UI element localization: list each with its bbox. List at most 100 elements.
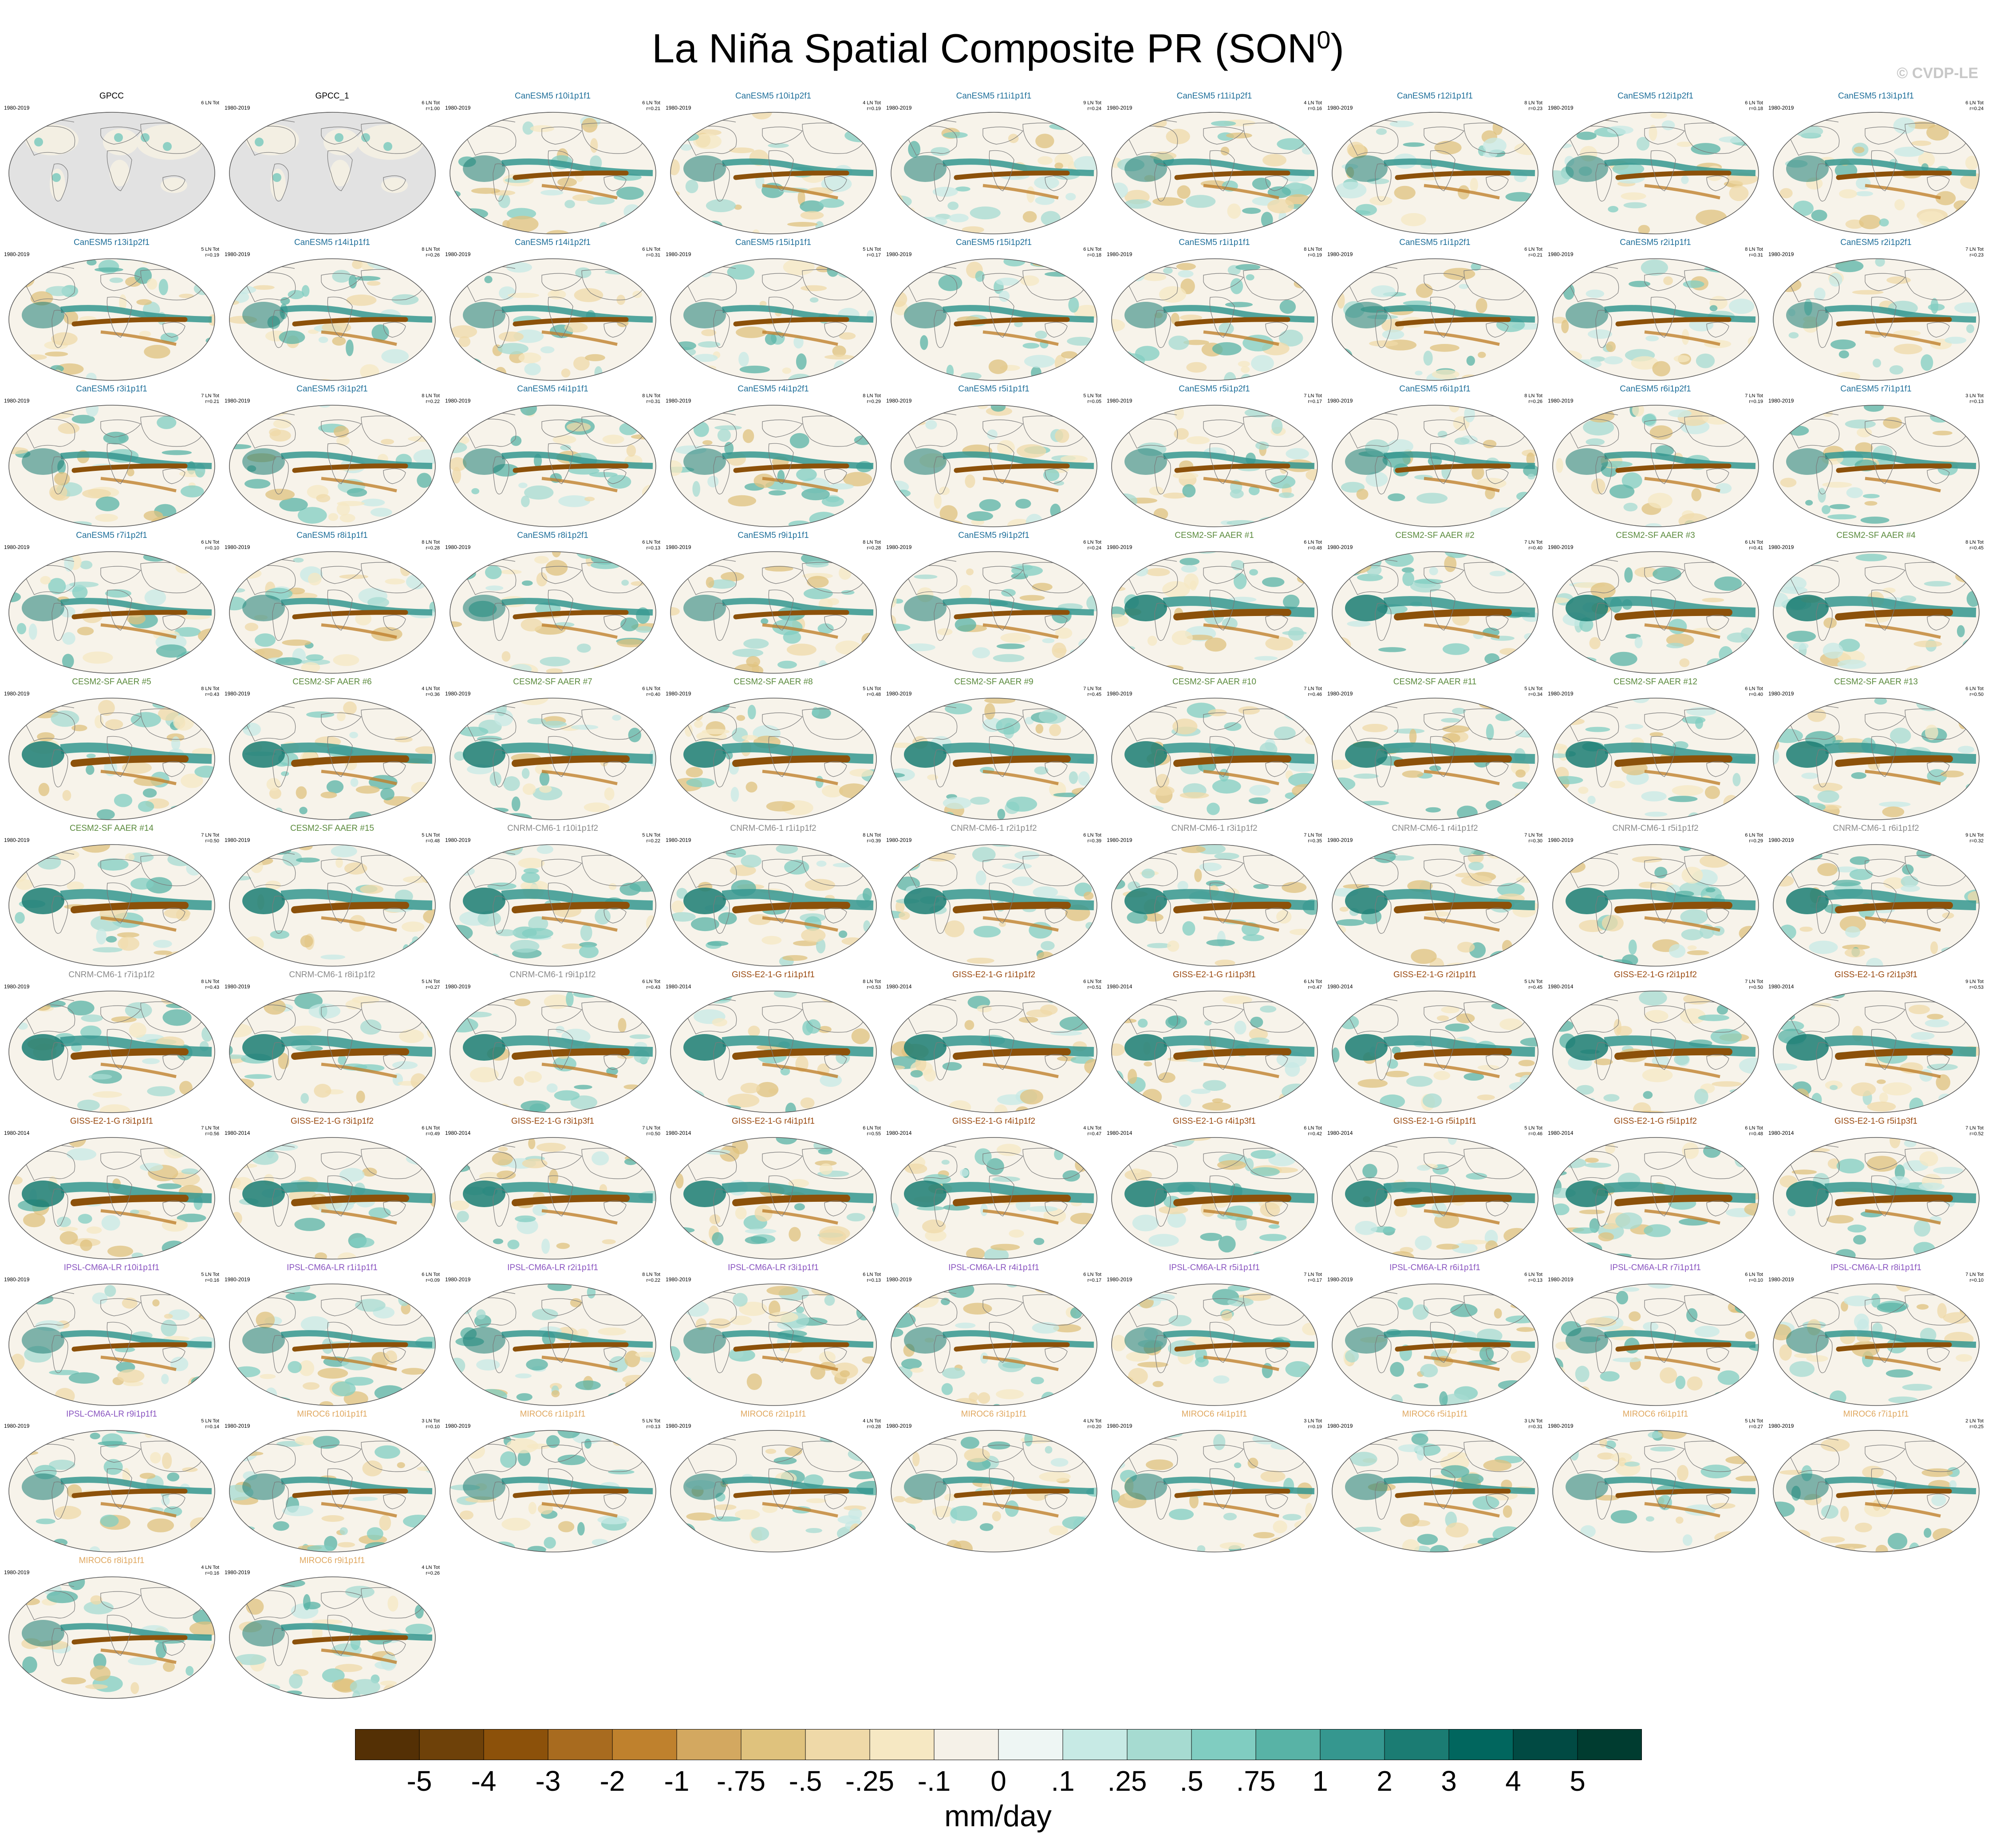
anomaly-blob: [411, 782, 431, 795]
anomaly-blob: [861, 502, 873, 513]
anomaly-blob: [1609, 652, 1637, 666]
anomaly-blob: [1294, 1102, 1302, 1109]
coastline: [1486, 1347, 1509, 1363]
anomaly-blob: [16, 1450, 39, 1455]
anomaly-blob: [1553, 513, 1566, 524]
anomaly-blob: [1729, 185, 1749, 201]
anomaly-blob: [192, 940, 207, 956]
anomaly-blob: [629, 1034, 651, 1039]
anomaly-blob: [1412, 1304, 1429, 1320]
anomaly-blob: [671, 552, 703, 565]
anomaly-blob: [934, 493, 942, 509]
coastline: [1871, 736, 1897, 777]
equatorial-dry-tongue: [1614, 608, 1732, 620]
anomaly-blob: [1836, 1158, 1865, 1173]
anomaly-blob: [1050, 503, 1061, 518]
anomaly-blob: [1621, 472, 1642, 489]
anomaly-blob: [139, 1473, 156, 1479]
anomaly-blob: [556, 1243, 570, 1249]
anomaly-blob: [1134, 566, 1148, 577]
anomaly-blob: [1270, 261, 1288, 267]
anomaly-blob: [9, 447, 28, 454]
anomaly-blob: [592, 1151, 609, 1165]
anomaly-blob: [63, 311, 79, 325]
anomaly-blob: [1580, 1525, 1596, 1538]
panel-years: 1980-2019: [886, 1423, 912, 1429]
anomaly-blob: [1682, 1534, 1692, 1546]
anomaly-blob: [1143, 273, 1167, 281]
anomaly-blob: [1196, 845, 1226, 855]
anomaly-blob: [1896, 1284, 1913, 1292]
coastline: [934, 1042, 951, 1080]
anomaly-blob: [1486, 723, 1494, 741]
anomaly-blob: [153, 940, 172, 948]
anomaly-blob: [1347, 142, 1365, 158]
equatorial-dry-tongue: [733, 1489, 849, 1498]
coastline: [548, 882, 573, 924]
anomaly-blob: [585, 354, 605, 361]
anomaly-blob: [229, 1539, 239, 1552]
robinson-map: [1332, 698, 1538, 820]
map-panel: CESM2-SF AAER #5 1980-2019 8 LN Tot r=0.43: [1, 677, 222, 824]
anomaly-blob: [1159, 1205, 1188, 1214]
panel-years: 1980-2019: [445, 398, 471, 404]
anomaly-blob: [237, 568, 262, 579]
anomaly-blob: [539, 785, 552, 793]
anomaly-blob: [1527, 496, 1538, 502]
anomaly-blob: [114, 794, 133, 807]
panel-pattern-correlation: r=0.28: [867, 1424, 881, 1429]
anomaly-blob: [1842, 944, 1870, 950]
coastline: [327, 1029, 353, 1070]
coastline: [327, 1468, 353, 1509]
anomaly-blob: [1648, 493, 1673, 509]
anomaly-blob: [1277, 116, 1300, 130]
panel-event-count: 7 LN Tot: [1524, 540, 1542, 545]
anomaly-blob: [1624, 567, 1633, 583]
panel-title: GISS-E2-1-G r5i1p1f1: [1393, 1117, 1476, 1126]
panel-pattern-correlation: r=0.50: [1749, 985, 1763, 990]
anomaly-blob: [229, 1045, 233, 1056]
anomaly-blob: [1813, 782, 1843, 792]
map-outline: [1332, 112, 1538, 234]
map-outline: [229, 258, 436, 381]
anomaly-blob: [1122, 564, 1133, 573]
coastline: [1045, 175, 1068, 191]
maritime-continent-wet: [242, 302, 285, 328]
anomaly-blob: [1440, 1465, 1470, 1478]
anomaly-blob: [107, 1245, 134, 1257]
anomaly-blob: [671, 1346, 680, 1362]
anomaly-blob: [1553, 845, 1568, 850]
equatorial-dry-tongue: [1614, 901, 1732, 913]
panel-pattern-correlation: r=0.45: [1087, 692, 1102, 697]
panel-title: CNRM-CM6-1 r6i1p1f2: [1833, 824, 1919, 833]
coastline: [934, 896, 951, 934]
anomaly-blob: [622, 1374, 649, 1384]
coastline: [321, 126, 362, 145]
anomaly-blob: [1413, 1383, 1428, 1389]
anomaly-blob: [522, 928, 553, 939]
spcz-dry-band: [1424, 623, 1500, 639]
land-anomaly: [246, 124, 299, 155]
anomaly-blob: [536, 1142, 566, 1152]
anomaly-blob: [728, 495, 757, 507]
anomaly-blob: [1562, 1158, 1586, 1168]
anomaly-blob: [1054, 1284, 1066, 1299]
robinson-map: [1332, 1137, 1538, 1260]
anomaly-blob: [407, 1535, 422, 1552]
panel-title: CanESM5 r7i1p1f1: [1840, 384, 1912, 394]
spcz-dry-band: [1424, 477, 1500, 493]
anomaly-blob: [87, 259, 97, 266]
anomaly-blob: [1645, 811, 1668, 817]
anomaly-blob: [300, 1093, 309, 1104]
anomaly-blob: [1587, 796, 1596, 805]
spcz-dry-band: [1203, 916, 1279, 932]
panel-pattern-correlation: r=0.43: [205, 985, 220, 990]
anomaly-blob: [397, 1462, 405, 1469]
coastline: [1816, 1335, 1833, 1373]
anomaly-blob: [619, 523, 629, 527]
anomaly-blob: [1715, 483, 1732, 494]
equatorial-dry-tongue: [512, 755, 630, 767]
anomaly-blob: [1159, 286, 1187, 303]
anomaly-blob: [1200, 1232, 1222, 1241]
anomaly-blob: [501, 1517, 531, 1531]
